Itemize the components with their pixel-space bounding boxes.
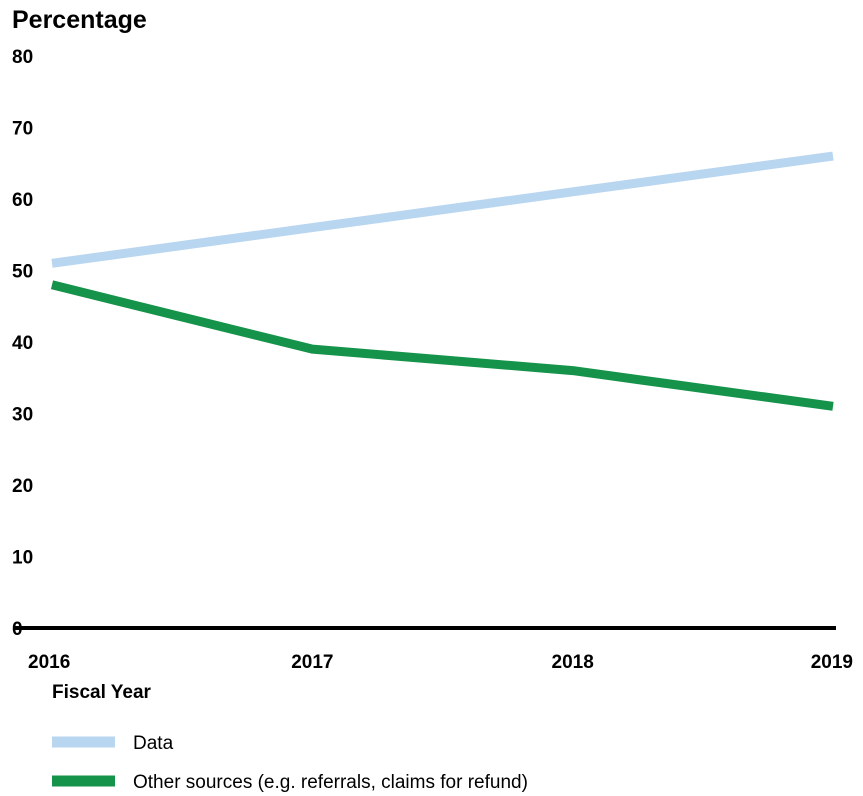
y-tick-label-20: 20 [12, 476, 33, 497]
y-tick-label-60: 60 [12, 190, 33, 211]
y-tick-label-80: 80 [12, 47, 33, 68]
x-tick-labels: 2016 2017 2018 2019 [28, 652, 853, 673]
y-tick-label-40: 40 [12, 333, 33, 354]
y-tick-label-50: 50 [12, 262, 33, 283]
x-tick-label-2018: 2018 [552, 652, 594, 673]
y-tick-label-70: 70 [12, 119, 33, 140]
x-tick-label-2016: 2016 [28, 652, 70, 673]
series-lines [50, 151, 834, 411]
legend: Data Other sources (e.g. referrals, claim… [52, 733, 528, 793]
y-tick-labels: 01020304050607080 [12, 47, 33, 640]
y-axis-title: Percentage [12, 6, 147, 34]
x-axis-title: Fiscal Year [52, 682, 152, 703]
x-tick-label-2017: 2017 [291, 652, 333, 673]
y-tick-label-10: 10 [12, 548, 33, 569]
series-line-other-sources [50, 280, 834, 411]
legend-label-other-sources: Other sources (e.g. referrals, claims fo… [133, 772, 528, 793]
legend-label-data: Data [133, 733, 174, 754]
y-tick-label-30: 30 [12, 405, 33, 426]
x-tick-label-2019: 2019 [811, 652, 853, 673]
series-line-data [51, 151, 834, 268]
